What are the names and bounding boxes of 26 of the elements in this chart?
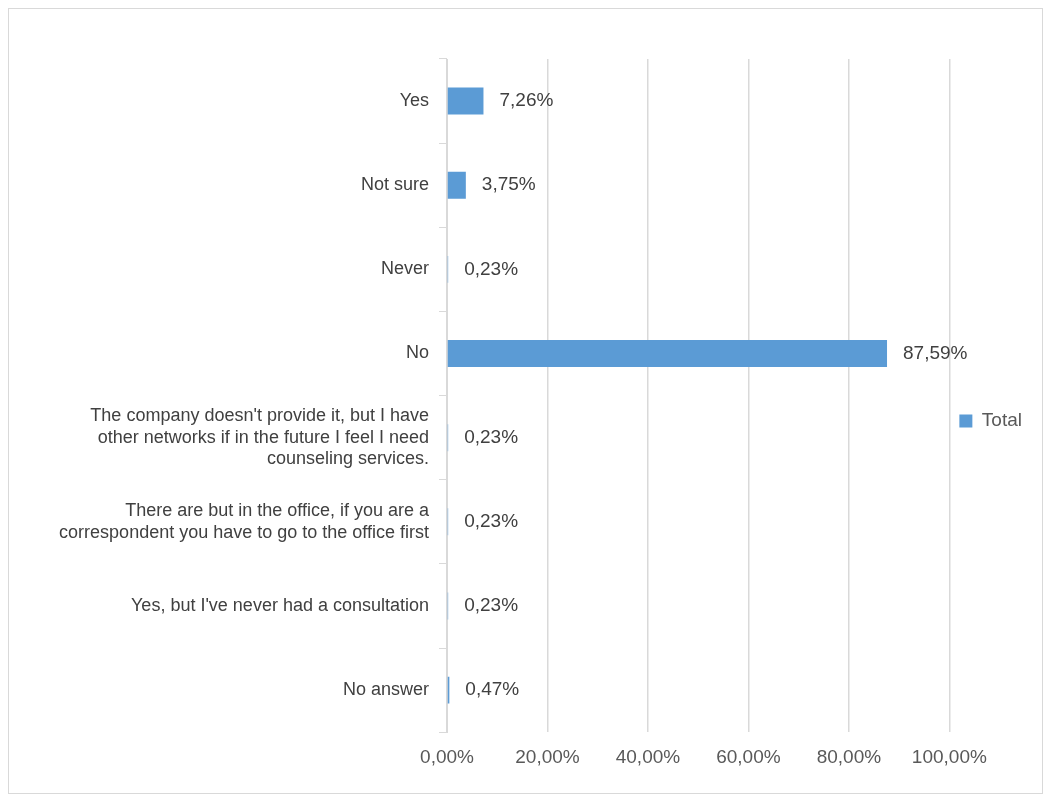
bar — [447, 87, 484, 115]
data-label: 0,23% — [464, 594, 519, 616]
data-label: 0,23% — [464, 510, 519, 532]
data-label: 0,23% — [464, 425, 519, 447]
y-tick-label: The company doesn't provide it, but I have other networks if in the future I feel I need counseling services. — [90, 405, 429, 469]
legend-label: Total — [981, 409, 1023, 431]
x-tick-label: 80,00% — [816, 745, 882, 767]
data-label: 0,47% — [465, 678, 520, 700]
bar — [447, 171, 466, 199]
x-tick-label: 60,00% — [716, 745, 781, 767]
y-tick-label: There are but in the office, if you are a correspondent you have to go to the office first — [59, 499, 430, 542]
y-tick-label: Never — [380, 258, 429, 279]
data-label: 7,26% — [499, 89, 554, 111]
x-tick-label: 40,00% — [615, 745, 681, 767]
y-tick-label: Yes — [399, 90, 429, 111]
y-tick-label: Not sure — [360, 174, 429, 195]
y-tick-label: Yes, but I've never had a consultation — [131, 594, 429, 615]
data-label: 3,75% — [481, 173, 536, 195]
data-label: 87,59% — [903, 341, 968, 363]
x-tick-label: 0,00% — [420, 745, 475, 767]
y-tick-label: No — [405, 342, 429, 363]
x-tick-label: 20,00% — [515, 745, 580, 767]
y-tick-label: No answer — [342, 679, 429, 700]
x-tick-label: 100,00% — [911, 745, 987, 767]
data-label: 0,23% — [464, 257, 519, 279]
bar — [447, 340, 888, 367]
